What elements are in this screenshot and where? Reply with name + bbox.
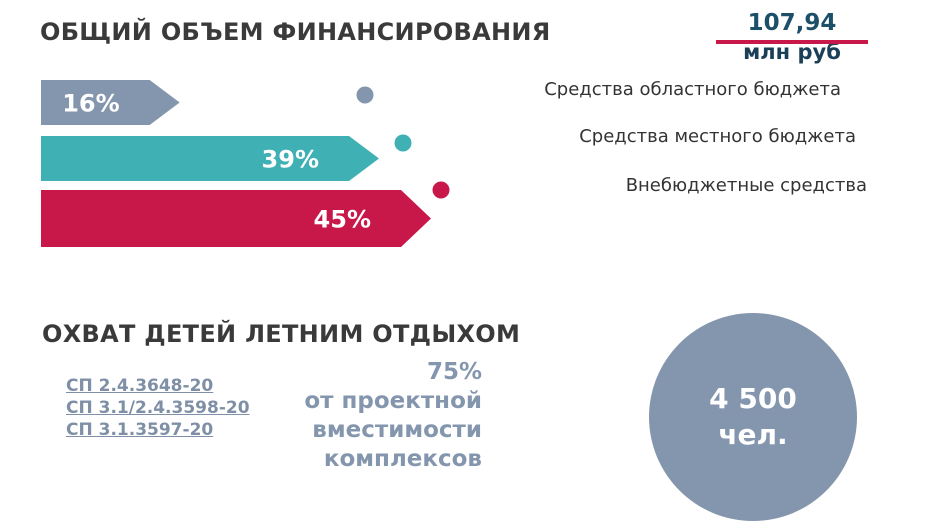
total-funding-value: 107,94 <box>747 10 837 36</box>
standards-list: СП 2.4.3648-20 СП 3.1/2.4.3598-20 СП 3.1… <box>66 375 250 441</box>
children-count: 4 500 <box>709 382 797 415</box>
bar-label-2: 39% <box>262 146 319 174</box>
coverage-title: ОХВАТ ДЕТЕЙ ЛЕТНИМ ОТДЫХОМ <box>42 320 521 348</box>
capacity-text: 75% от проектной вместимости комплексов <box>270 358 482 474</box>
total-divider <box>716 40 868 44</box>
standard-link-3[interactable]: СП 3.1.3597-20 <box>66 420 214 440</box>
list-item: СП 2.4.3648-20 <box>66 375 250 397</box>
children-unit: чел. <box>718 418 788 451</box>
capacity-line-2: от проектной <box>304 388 482 414</box>
list-item: СП 3.1/2.4.3598-20 <box>66 397 250 419</box>
funding-title: ОБЩИЙ ОБЪЕМ ФИНАНСИРОВАНИЯ <box>40 18 551 46</box>
legend-label-3: Внебюджетные средства <box>626 175 867 196</box>
list-item: СП 3.1.3597-20 <box>66 419 250 441</box>
legend-marker-3 <box>432 181 450 199</box>
capacity-percent: 75% <box>426 359 482 385</box>
bar-label-1: 16% <box>62 90 119 118</box>
total-funding-unit: млн руб <box>743 40 841 64</box>
capacity-line-4: комплексов <box>323 446 482 472</box>
bar-3 <box>41 190 431 247</box>
standard-link-2[interactable]: СП 3.1/2.4.3598-20 <box>66 398 250 418</box>
capacity-line-3: вместимости <box>312 417 482 443</box>
bar-2 <box>41 136 379 181</box>
bar-label-3: 45% <box>314 206 371 234</box>
children-count-circle: 4 500 чел. <box>649 313 857 521</box>
legend-marker-1 <box>356 86 374 104</box>
bar-1 <box>41 80 180 125</box>
legend-marker-2 <box>394 134 412 152</box>
legend-label-2: Средства местного бюджета <box>579 126 856 147</box>
legend-label-1: Средства областного бюджета <box>544 79 841 100</box>
total-funding: 107,94 млн руб <box>712 8 872 66</box>
funding-chart: 16% Средства областного бюджета 39% Средств… <box>41 79 867 247</box>
standard-link-1[interactable]: СП 2.4.3648-20 <box>66 376 214 396</box>
